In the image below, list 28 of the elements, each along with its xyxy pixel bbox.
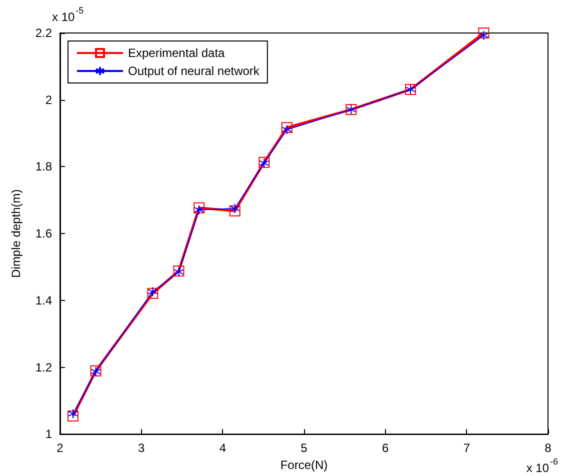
x-tick-label: 8 (544, 441, 552, 456)
point (68, 408, 78, 419)
point (478, 30, 489, 40)
point (68, 410, 79, 422)
x-tick-label: 7 (463, 441, 470, 456)
legend-label: Output of neural network (128, 64, 260, 78)
y-tick-label: 1 (45, 427, 52, 442)
legend-label: Experimental data (128, 46, 226, 60)
y-tick-label: 2 (45, 92, 52, 107)
point (194, 204, 204, 215)
x-tick-label: 3 (138, 441, 145, 456)
y-axis-title: Dimple depth(m) (9, 189, 23, 278)
x-tick-label: 2 (56, 441, 64, 456)
x-tick-label: 5 (300, 441, 308, 456)
point (281, 122, 292, 134)
y-tick-label: 2.2 (35, 26, 52, 40)
y-tick-label: 1.8 (35, 160, 52, 174)
point (230, 203, 240, 214)
point (478, 28, 490, 38)
point (282, 124, 292, 135)
point (194, 202, 205, 214)
x-tick-label: 6 (382, 441, 389, 456)
y-tick-label: 1.4 (35, 293, 52, 308)
y-tick-label: 1.2 (35, 360, 52, 374)
x-tick-label: 4 (219, 441, 226, 456)
point (229, 205, 240, 216)
x-axis-title: Force(N) (280, 458, 328, 472)
y-tick-label: 1.6 (35, 226, 52, 241)
